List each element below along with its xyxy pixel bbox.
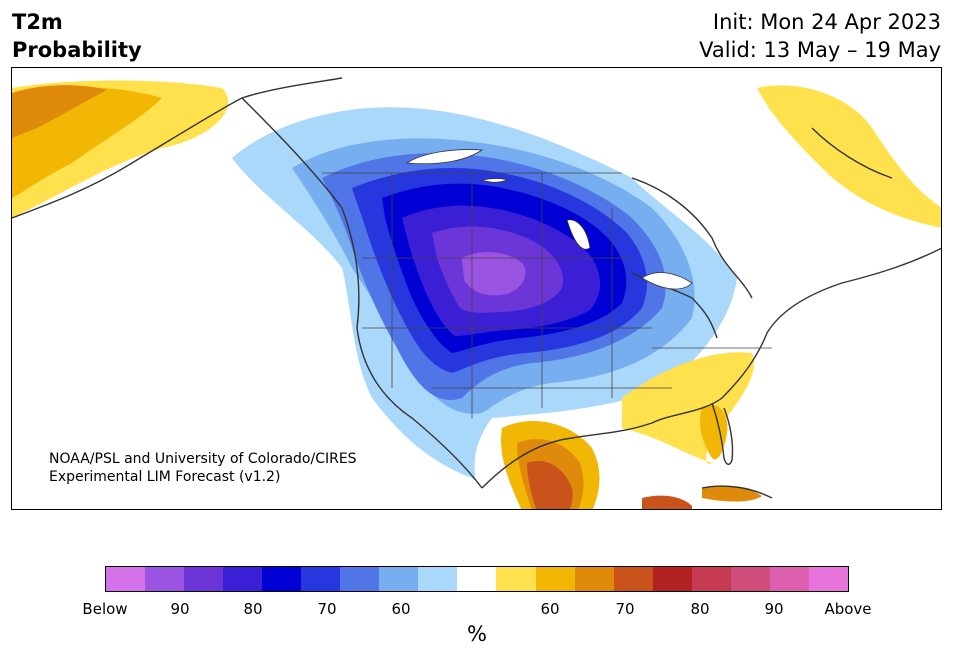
legend-label-above-60: 60 (540, 600, 560, 618)
map-panel (11, 67, 942, 510)
legend-label-below: Below (82, 600, 128, 618)
legend-swatch (535, 567, 575, 591)
legend-swatch (106, 567, 146, 591)
legend-label-above-70: 70 (615, 600, 635, 618)
map-title: T2m Probability (12, 8, 142, 64)
legend-swatch (262, 567, 302, 591)
valid-date: Valid: 13 May – 19 May (699, 38, 941, 62)
legend-swatch (223, 567, 263, 591)
attribution: NOAA/PSL and University of Colorado/CIRE… (49, 450, 357, 486)
probability-map (12, 77, 941, 509)
legend-label-above-90: 90 (764, 600, 784, 618)
legend-swatch (379, 567, 419, 591)
legend-swatch (652, 567, 692, 591)
color-legend (105, 566, 849, 592)
legend-swatch (769, 567, 809, 591)
coastlines (12, 77, 941, 499)
legend-unit: % (467, 622, 487, 646)
legend-swatch (301, 567, 341, 591)
forecast-dates: Init: Mon 24 Apr 2023 Valid: 13 May – 19… (699, 8, 941, 64)
below-normal-shading (232, 107, 737, 480)
attribution-line-1: NOAA/PSL and University of Colorado/CIRE… (49, 451, 357, 467)
legend-swatch (574, 567, 614, 591)
legend-label-above: Above (824, 600, 872, 618)
above-normal-shading (12, 80, 941, 509)
title-line-2: Probability (12, 38, 142, 62)
state-borders (322, 172, 772, 418)
lakes (405, 149, 693, 290)
legend-swatch (613, 567, 653, 591)
legend-swatch (730, 567, 770, 591)
legend-swatch (340, 567, 380, 591)
title-line-1: T2m (12, 10, 63, 34)
legend-label-below-90: 90 (170, 600, 190, 618)
legend-swatch (457, 567, 497, 591)
legend-swatch (418, 567, 458, 591)
legend-label-below-80: 80 (243, 600, 263, 618)
init-date: Init: Mon 24 Apr 2023 (712, 10, 941, 34)
legend-label-above-80: 80 (690, 600, 710, 618)
legend-swatch (691, 567, 731, 591)
legend-swatch (808, 567, 848, 591)
legend-label-below-60: 60 (391, 600, 411, 618)
legend-swatch (496, 567, 536, 591)
legend-swatch (184, 567, 224, 591)
attribution-line-2: Experimental LIM Forecast (v1.2) (49, 469, 281, 485)
legend-label-below-70: 70 (317, 600, 337, 618)
legend-swatch (145, 567, 185, 591)
